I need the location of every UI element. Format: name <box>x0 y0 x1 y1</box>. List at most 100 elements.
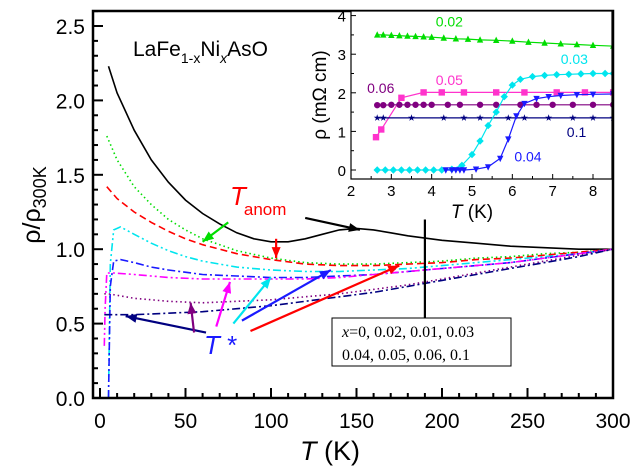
compound-label: LaFe1-xNixAsO <box>133 38 268 66</box>
y-tick-label: 2.0 <box>56 90 85 113</box>
marker-circle <box>380 101 387 109</box>
inset-y-tick-label: 3 <box>338 47 346 64</box>
marker-circle <box>589 101 597 108</box>
marker-triangle-down <box>589 91 597 99</box>
marker-triangle-up <box>476 36 484 43</box>
marker-diamond <box>438 166 446 174</box>
marker-diamond <box>381 166 389 174</box>
inset-x-tick-label: 7 <box>548 183 556 200</box>
marker-triangle-up <box>589 41 597 49</box>
marker-diamond <box>540 71 549 80</box>
marker-square <box>398 94 405 102</box>
marker-star <box>408 114 415 121</box>
marker-triangle-down <box>484 164 492 171</box>
arrow-head <box>125 313 138 323</box>
series-line-x-0 <box>107 65 613 250</box>
marker-triangle-up <box>440 34 447 41</box>
marker-star <box>504 114 512 121</box>
marker-circle <box>569 101 577 108</box>
arrow-head <box>348 223 360 232</box>
inset-frame <box>350 10 613 180</box>
marker-diamond <box>553 70 561 79</box>
inset-x-axis: 2 3 4 5 6 7 8 <box>347 174 614 200</box>
marker-triangle-down <box>557 92 564 100</box>
marker-triangle-down <box>533 95 540 103</box>
legend-frame <box>331 317 512 367</box>
inset-y-tick-label: 4 <box>338 9 346 26</box>
marker-triangle-up <box>388 31 395 38</box>
y-axis-label: ρ/ρ300K <box>18 166 50 243</box>
marker-star <box>476 114 484 121</box>
marker-star <box>545 114 553 121</box>
marker-star <box>569 114 577 121</box>
series-line-x-0-05 <box>103 248 613 346</box>
marker-triangle-down <box>521 100 528 108</box>
x-tick-label: 100 <box>253 410 288 433</box>
x-tick-label: 0 <box>94 410 106 433</box>
arrow-x-0-06-t- <box>187 302 197 333</box>
inset-x-tick-label: 5 <box>468 183 476 200</box>
marker-triangle-down <box>448 167 456 174</box>
series-line-x-0-02 <box>106 135 613 265</box>
inset-series-0-06 <box>374 101 612 109</box>
marker-triangle-down <box>505 136 512 143</box>
marker-diamond <box>577 70 585 78</box>
x-axis-label: T (K) <box>300 436 360 466</box>
marker-circle <box>374 101 381 109</box>
marker-circle <box>533 101 540 108</box>
marker-star <box>589 114 597 121</box>
arrow-x-0-05-t- <box>215 281 232 327</box>
marker-triangle-up <box>557 40 564 47</box>
marker-diamond <box>389 166 398 174</box>
arrow-head <box>387 265 400 275</box>
arrow-shaft <box>250 264 400 333</box>
marker-triangle-down <box>573 92 581 99</box>
inset-x-tick-label: 4 <box>427 183 435 200</box>
marker-triangle-down <box>472 166 480 173</box>
legend-line-2: 0.04, 0.05, 0.06, 0.1 <box>342 347 470 364</box>
series-line-x-0-01 <box>106 186 613 267</box>
marker-circle <box>493 101 500 108</box>
inset-series-label: 0.1 <box>567 124 587 140</box>
marker-triangle-down <box>545 93 552 101</box>
marker-square <box>493 89 500 96</box>
marker-square <box>372 133 380 141</box>
arrow-head <box>222 281 232 294</box>
inset-series-label: 0.02 <box>436 13 463 29</box>
x-tick-label: 50 <box>174 410 197 433</box>
y-tick-label: 2.5 <box>56 16 85 39</box>
inset-series-0-1 <box>373 114 612 121</box>
arrow-x-0-02-t-anom <box>201 221 229 243</box>
marker-diamond <box>413 166 422 174</box>
marker-circle <box>412 101 419 108</box>
legend-box: x=0, 0.02, 0.01, 0.03 0.04, 0.05, 0.06, 0… <box>331 317 512 367</box>
x-tick-label: 150 <box>339 410 374 433</box>
marker-circle <box>476 101 484 108</box>
marker-triangle-down <box>497 155 504 163</box>
marker-triangle-up <box>396 31 403 39</box>
marker-triangle-up <box>525 38 532 45</box>
inset-x-tick-label: 2 <box>347 183 355 200</box>
marker-diamond <box>397 166 406 174</box>
inset-x-axis-label: T (K) <box>451 202 493 223</box>
marker-diamond <box>589 69 597 78</box>
series-line-x-0-06 <box>104 248 613 304</box>
inset-y-axis: 0 1 2 3 4 <box>338 9 356 180</box>
marker-diamond <box>500 92 508 101</box>
arrow-x-0-01-t-anom <box>271 238 281 259</box>
arrow-x-0-01-t- <box>250 264 400 333</box>
inset-x-tick-label: 3 <box>387 183 395 200</box>
t-star-label: T * <box>204 330 237 360</box>
marker-triangle-up <box>509 37 516 44</box>
marker-star <box>373 114 381 121</box>
inset-series-0-05 <box>372 89 612 141</box>
inset-series-group <box>372 31 612 174</box>
y-axis: 0.0 0.5 1.0 1.5 2.0 2.5 <box>56 10 103 411</box>
arrow-x-0-04-t- <box>241 269 332 322</box>
marker-triangle-up <box>428 33 435 40</box>
marker-diamond <box>609 70 612 77</box>
x-axis: 0 50 100 150 200 250 300 <box>94 388 631 433</box>
marker-triangle-up <box>404 32 411 39</box>
